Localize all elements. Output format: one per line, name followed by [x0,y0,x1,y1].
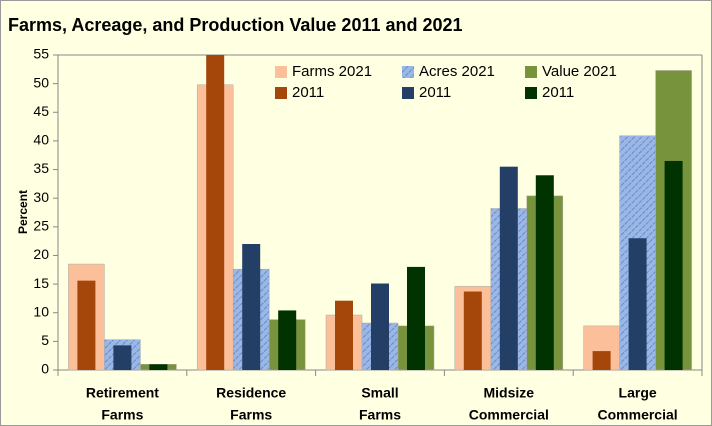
legend-swatch [525,87,537,99]
legend-label: Value 2021 [542,63,617,80]
y-tick-label: 30 [33,189,49,205]
y-tick-label: 10 [33,303,49,319]
y-axis-label: Percent [16,190,30,234]
y-tick-label: 45 [33,103,49,119]
bar-2011 [206,55,225,370]
bar-2011 [242,244,261,370]
y-tick-label: 5 [41,332,49,348]
bar-2011 [499,166,518,370]
y-tick-label: 40 [33,132,49,148]
bar-2011 [77,280,96,370]
y-tick-label: 20 [33,246,49,262]
x-tick-label: Small [361,385,398,401]
legend-swatch [402,87,414,99]
x-tick-label: Farms [359,407,401,423]
bar-2011 [592,351,611,370]
y-tick-label: 35 [33,160,49,176]
legend-label: 2011 [419,84,451,101]
bar-2011 [535,175,554,370]
legend-swatch [402,66,414,78]
y-tick-label: 25 [33,218,49,234]
x-tick-label: Farms [230,407,272,423]
x-tick-label: Residence [216,385,286,401]
x-tick-label: Retirement [86,385,159,401]
legend-label: Acres 2021 [419,63,495,80]
bar-2011 [149,364,168,370]
legend-swatch [275,66,287,78]
legend-label: 2011 [542,84,574,101]
y-tick-label: 55 [33,46,49,62]
bar-2011 [664,160,683,370]
x-tick-label: Commercial [469,407,549,423]
chart-title: Farms, Acreage, and Production Value 201… [8,15,463,35]
bar-2011 [335,300,353,370]
legend-label: 2011 [292,84,324,101]
legend-swatch [525,66,537,78]
bar-2011 [628,238,647,370]
x-tick-label: Farms [101,407,143,423]
y-tick-label: 0 [41,361,49,377]
legend-label: Farms 2021 [292,63,372,80]
y-tick-label: 50 [33,74,49,90]
x-tick-label: Commercial [598,407,678,423]
x-tick-label: Large [619,385,657,401]
y-tick-label: 15 [33,275,49,291]
bar-2011 [463,291,482,370]
bar-2011 [371,283,389,370]
x-tick-label: Midsize [484,385,535,401]
bar-2011 [113,345,132,370]
bar-2011 [407,266,425,370]
bar-2011 [278,310,297,370]
legend-swatch [275,87,287,99]
